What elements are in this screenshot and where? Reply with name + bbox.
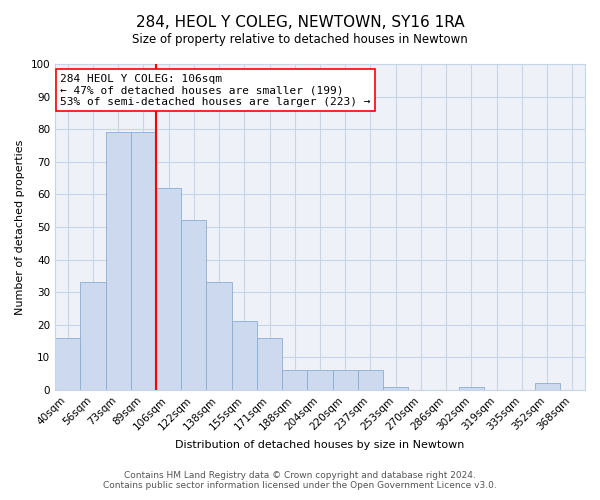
Bar xyxy=(131,132,156,390)
Text: 284 HEOL Y COLEG: 106sqm
← 47% of detached houses are smaller (199)
53% of semi-: 284 HEOL Y COLEG: 106sqm ← 47% of detach… xyxy=(61,74,371,107)
Bar xyxy=(332,370,358,390)
Bar xyxy=(106,132,131,390)
Text: Size of property relative to detached houses in Newtown: Size of property relative to detached ho… xyxy=(132,32,468,46)
Bar xyxy=(535,384,560,390)
Bar xyxy=(232,322,257,390)
Bar xyxy=(459,386,484,390)
Bar xyxy=(307,370,332,390)
Bar xyxy=(206,282,232,390)
Bar xyxy=(257,338,282,390)
Bar xyxy=(156,188,181,390)
Bar xyxy=(282,370,307,390)
Bar xyxy=(80,282,106,390)
Bar xyxy=(358,370,383,390)
Bar xyxy=(383,386,409,390)
Bar xyxy=(181,220,206,390)
X-axis label: Distribution of detached houses by size in Newtown: Distribution of detached houses by size … xyxy=(175,440,465,450)
Bar xyxy=(55,338,80,390)
Y-axis label: Number of detached properties: Number of detached properties xyxy=(15,140,25,314)
Text: 284, HEOL Y COLEG, NEWTOWN, SY16 1RA: 284, HEOL Y COLEG, NEWTOWN, SY16 1RA xyxy=(136,15,464,30)
Text: Contains HM Land Registry data © Crown copyright and database right 2024.
Contai: Contains HM Land Registry data © Crown c… xyxy=(103,470,497,490)
